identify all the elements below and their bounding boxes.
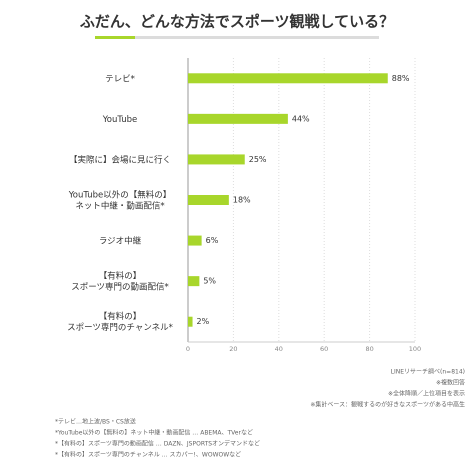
- value-label: 44%: [292, 114, 310, 123]
- value-label: 5%: [203, 277, 216, 286]
- chart-title: ふだん、どんな方法でスポーツ観戦している？: [80, 13, 394, 31]
- value-label: 25%: [249, 155, 267, 164]
- bar: [188, 195, 229, 205]
- footnote: *YouTube以外の【無料の】ネット中継・動画配信 … ABEMA、TVerな…: [55, 429, 253, 437]
- source-note: LINEリサーチ調べ(n=814): [391, 368, 465, 376]
- bar: [188, 316, 193, 327]
- footnote: *テレビ…地上波/BS・CS放送: [55, 418, 136, 426]
- x-tick-label: 40: [275, 345, 283, 353]
- x-tick-label: 0: [186, 345, 190, 353]
- footnote: *【有料の】スポーツ専門の動画配信 … DAZN、JSPORTSオンデマンドなど: [55, 440, 260, 448]
- y-tick-label: テレビ*: [105, 74, 135, 84]
- x-tick-label: 100: [409, 345, 421, 353]
- x-tick-label: 60: [320, 345, 328, 353]
- title-underline: [95, 36, 379, 39]
- bar: [188, 154, 245, 165]
- value-label: 6%: [206, 236, 219, 245]
- y-tick-label: 【実際に】会場に見に行く: [69, 154, 171, 165]
- bar: [188, 235, 202, 246]
- y-tick-label: ラジオ中継: [99, 235, 142, 246]
- y-tick-label: 【有料の】スポーツ専門のチャンネル*: [67, 311, 173, 333]
- title-accent: [95, 36, 135, 39]
- value-label: 18%: [233, 196, 251, 205]
- x-tick-label: 80: [365, 345, 373, 353]
- source-note: ※全体降順／上位項目を表示: [388, 390, 465, 398]
- source-note: ※集計ベース：観戦するのが好きなスポーツがある中高生: [310, 401, 465, 409]
- y-tick-label: YouTube以外の【無料の】ネット中継・動画配信*: [68, 189, 172, 211]
- bar: [188, 73, 388, 84]
- y-tick-label: YouTube: [102, 114, 138, 124]
- source-note: ※複数回答: [436, 379, 465, 387]
- value-label: 2%: [197, 317, 210, 326]
- y-tick-label: 【有料の】スポーツ専門の動画配信*: [71, 270, 169, 292]
- footnote: *【有料の】スポーツ専門のチャンネル … スカパー!、WOWOWなど: [55, 451, 241, 459]
- x-tick-label: 20: [229, 345, 237, 353]
- bar: [188, 276, 200, 287]
- bar: [188, 113, 288, 124]
- value-label: 88%: [392, 74, 410, 83]
